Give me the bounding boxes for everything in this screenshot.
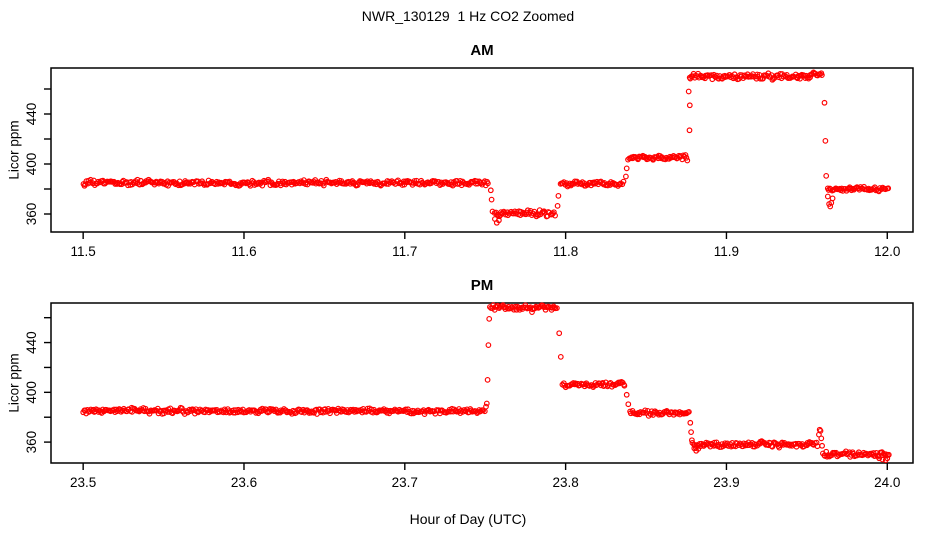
- x-tick-label: 11.7: [392, 244, 417, 259]
- am-y-axis-label: Licor ppm: [6, 120, 22, 180]
- y-tick-label: 360: [24, 203, 39, 226]
- plot-box: [50, 302, 914, 464]
- x-tick-label: 11.6: [231, 244, 256, 259]
- y-tick-label: 360: [24, 431, 39, 454]
- x-tick-label: 24.0: [874, 475, 900, 490]
- pm-y-axis-label: Licor ppm: [6, 353, 22, 413]
- x-tick-label: 11.5: [71, 244, 96, 259]
- x-tick-label: 23.7: [392, 475, 418, 490]
- panel-title-am: AM: [470, 42, 494, 59]
- x-tick-label: 23.6: [231, 475, 257, 490]
- x-tick-label: 23.9: [713, 475, 739, 490]
- main-title: NWR_130129 1 Hz CO2 Zoomed: [361, 8, 575, 24]
- x-tick-label: 11.9: [714, 244, 739, 259]
- scatter-points-pm: [80, 302, 892, 463]
- panel-title-pm: PM: [470, 277, 494, 294]
- scatter-points-am: [80, 69, 892, 226]
- y-tick-label: 400: [24, 153, 39, 176]
- x-tick-label: 23.8: [552, 475, 578, 490]
- plot-box: [50, 67, 914, 233]
- x-tick-label: 23.5: [70, 475, 96, 490]
- y-tick-label: 440: [24, 103, 39, 126]
- x-tick-label: 11.8: [553, 244, 578, 259]
- y-tick-label: 440: [24, 331, 39, 354]
- x-axis-label: Hour of Day (UTC): [409, 511, 527, 527]
- x-tick-label: 12.0: [874, 244, 900, 259]
- y-tick-label: 400: [24, 381, 39, 404]
